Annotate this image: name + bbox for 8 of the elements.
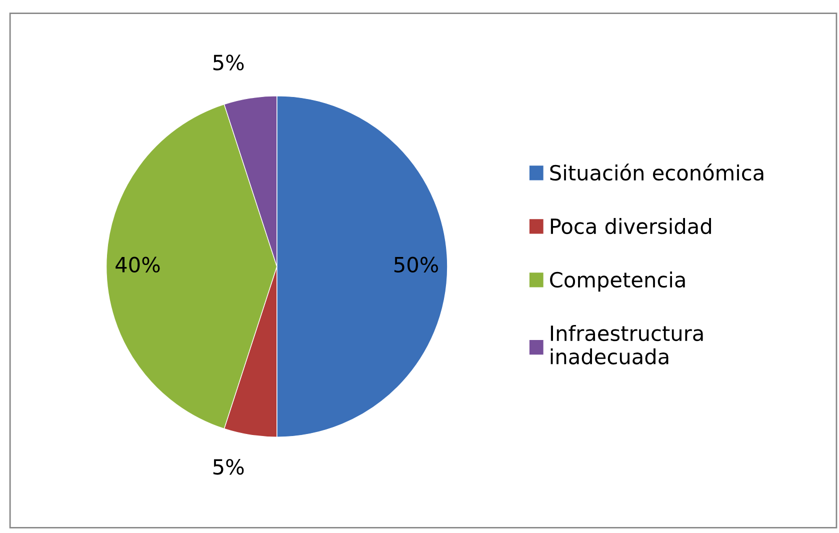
data-label: 5% [213,458,244,475]
data-label: 40% [116,256,160,273]
legend-label: Competencia [550,272,685,292]
data-label: 5% [213,54,244,70]
legend-label: Situación económica [550,164,764,181]
legend-label: Poca diversidad [550,218,711,234]
data-label: 50% [394,256,438,273]
legend-label: Infraestructura inadecuada [550,325,703,364]
